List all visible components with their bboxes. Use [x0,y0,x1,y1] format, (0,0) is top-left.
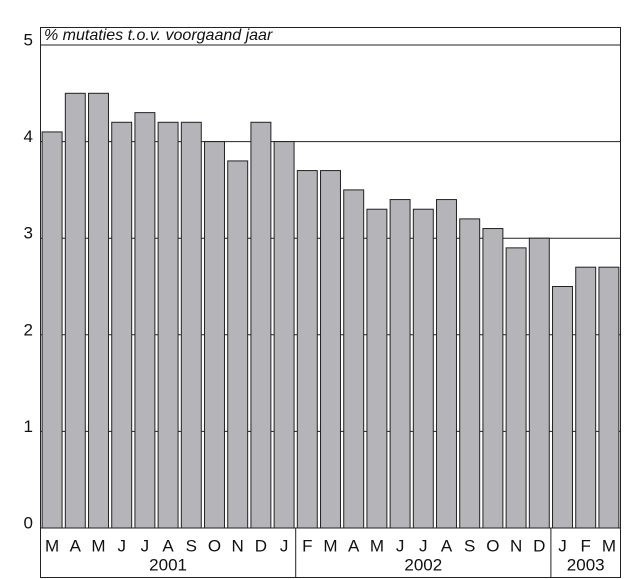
bar [575,266,597,529]
bar [111,121,133,529]
bar [64,92,86,529]
x-tick-label: M [45,536,59,555]
x-tick-label: F [581,536,591,555]
x-tick-label: S [186,536,197,555]
bar [412,208,434,529]
x-tick-label: J [141,536,150,555]
x-tick-label: A [70,536,82,555]
x-tick-label: M [323,536,337,555]
bar [528,237,550,529]
bar [343,189,365,529]
y-tick-label: 3 [24,224,33,243]
chart-title: % mutaties t.o.v. voorgaand jaar [44,27,273,44]
x-tick-label: F [302,536,312,555]
bar [505,247,527,529]
bar [459,218,481,529]
x-tick-label: A [162,536,174,555]
x-tick-label: J [117,536,126,555]
x-tick-label: O [208,536,221,555]
bar [227,160,249,529]
bar [436,199,457,529]
bar [41,131,63,529]
bar [320,170,341,529]
x-tick-label: D [255,536,267,555]
x-tick-label: S [464,536,475,555]
bar [482,228,504,529]
bar [389,199,411,529]
bar [157,121,179,529]
bar [296,170,318,529]
x-tick-label: A [441,536,453,555]
x-tick-label: O [486,536,499,555]
bar [273,141,295,529]
bar [366,208,388,529]
y-tick-label: 1 [24,417,33,436]
x-tick-label: J [396,536,405,555]
frame [40,27,621,578]
year-label: 2002 [404,555,442,574]
bar [250,121,272,529]
x-tick-label: M [602,536,616,555]
x-tick-label: M [370,536,384,555]
y-tick-label: 5 [24,30,33,49]
x-tick-label: J [280,536,289,555]
x-tick-label: D [533,536,545,555]
x-tick-label: M [91,536,105,555]
x-tick-label: A [348,536,360,555]
bar [598,266,620,529]
bar [88,92,109,529]
year-label: 2003 [567,555,605,574]
y-tick-label: 4 [24,127,33,146]
x-tick-label: J [558,536,567,555]
x-tick-label: N [232,536,244,555]
x-tick-label: N [510,536,522,555]
bar [180,121,202,529]
year-label: 2001 [149,555,187,574]
y-tick-label: 0 [24,513,33,532]
x-tick-label: J [419,536,428,555]
bar [204,141,225,529]
y-tick-label: 2 [24,320,33,339]
bar [552,286,573,529]
bar [134,112,156,529]
